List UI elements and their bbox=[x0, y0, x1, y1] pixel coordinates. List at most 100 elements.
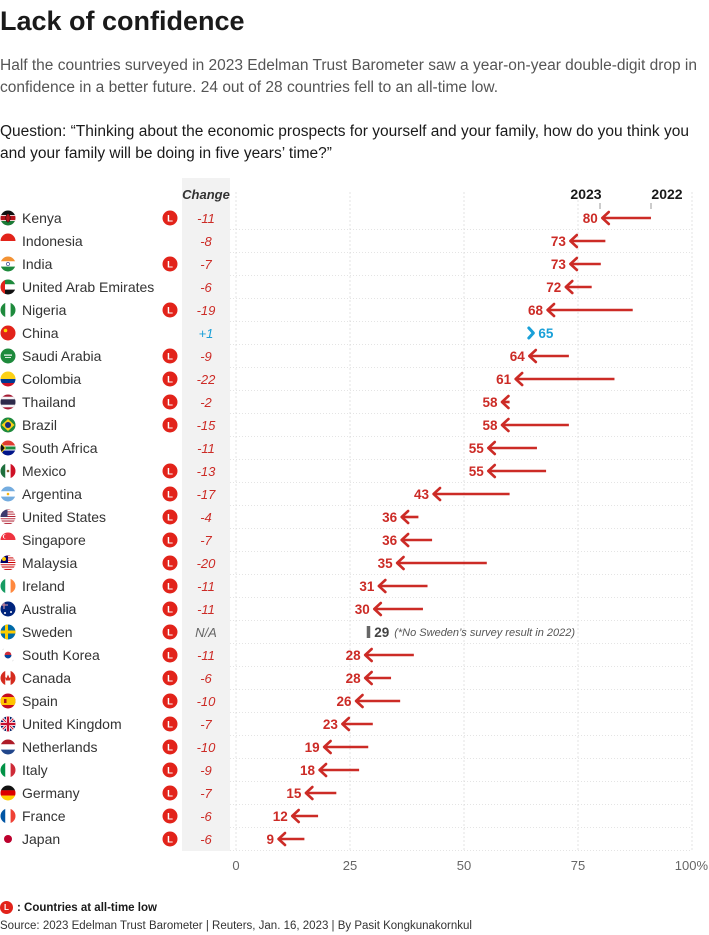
country-label: China bbox=[22, 325, 59, 341]
india-flag-icon bbox=[0, 256, 16, 272]
change-value: N/A bbox=[195, 625, 217, 640]
chart-row: South Korea L -11 28 bbox=[0, 647, 692, 667]
indonesia-flag-icon bbox=[0, 233, 16, 249]
country-label: Australia bbox=[22, 601, 77, 617]
survey-question: Question: “Thinking about the economic p… bbox=[0, 123, 689, 162]
svg-text:L: L bbox=[167, 490, 173, 501]
change-value: -11 bbox=[197, 441, 215, 456]
chart-row: Argentina L -17 43 bbox=[0, 486, 692, 506]
change-arrow bbox=[377, 578, 428, 594]
value-label-2023: 73 bbox=[551, 257, 567, 272]
change-arrow bbox=[486, 440, 537, 456]
svg-text:L: L bbox=[167, 720, 173, 731]
chart-row: Sweden L N/A 29 (*No Sweden’s survey result … bbox=[0, 624, 692, 644]
netherlands-flag-icon bbox=[0, 739, 16, 755]
change-value: +1 bbox=[199, 326, 214, 341]
change-arrow bbox=[432, 486, 510, 502]
chart-row: Colombia L -22 61 bbox=[0, 371, 692, 391]
country-label: South Korea bbox=[22, 647, 100, 663]
south-korea-flag-icon bbox=[0, 647, 16, 663]
chart-row: Spain L -10 26 bbox=[0, 693, 692, 713]
italy-flag-icon bbox=[0, 762, 16, 778]
svg-text:L: L bbox=[167, 536, 173, 547]
value-label-2023: 12 bbox=[273, 809, 288, 824]
value-label-2023: 31 bbox=[359, 579, 375, 594]
all-time-low-badge-icon: L bbox=[162, 509, 178, 525]
change-arrow bbox=[400, 509, 419, 525]
all-time-low-badge-icon: L bbox=[162, 210, 178, 226]
all-time-low-badge-icon: L bbox=[0, 901, 13, 914]
country-label: United Arab Emirates bbox=[22, 279, 154, 295]
all-time-low-badge-icon: L bbox=[162, 601, 178, 617]
change-arrow bbox=[290, 808, 319, 824]
x-axis: 0 25 50 75 100% bbox=[232, 858, 708, 873]
all-time-low-badge-icon: L bbox=[162, 808, 178, 824]
all-time-low-badge-icon: L bbox=[162, 716, 178, 732]
change-arrow bbox=[363, 647, 414, 663]
change-value: -2 bbox=[200, 395, 212, 410]
chart-row: Malaysia L -20 35 bbox=[0, 555, 692, 575]
change-value: -7 bbox=[200, 786, 212, 801]
chart-row: Thailand L -2 58 bbox=[0, 394, 692, 414]
change-value: -11 bbox=[197, 602, 215, 617]
chart-row: South Africa -11 55 bbox=[0, 440, 692, 460]
chart-row: Indonesia -8 73 bbox=[0, 233, 692, 253]
country-label: Sweden bbox=[22, 624, 73, 640]
all-time-low-badge-icon: L bbox=[162, 785, 178, 801]
year-label-2022: 2022 bbox=[651, 186, 682, 202]
change-arrow bbox=[277, 831, 305, 847]
value-label-2023: 15 bbox=[286, 786, 302, 801]
x-tick-label: 0 bbox=[232, 858, 239, 873]
australia-flag-icon bbox=[0, 601, 16, 617]
country-label: Ireland bbox=[22, 578, 65, 594]
colombia-flag-icon bbox=[0, 371, 16, 387]
china-flag-icon bbox=[0, 325, 16, 341]
chart-row: Ireland L -11 31 bbox=[0, 578, 692, 598]
ireland-flag-icon bbox=[0, 578, 16, 594]
value-label-2023: 28 bbox=[346, 671, 362, 686]
all-time-low-badge-icon: L bbox=[162, 831, 178, 847]
svg-text:L: L bbox=[167, 674, 173, 685]
malaysia-flag-icon bbox=[0, 555, 16, 571]
change-value: -6 bbox=[200, 832, 212, 847]
value-label-2023: 19 bbox=[305, 740, 320, 755]
chart-row: France L -6 12 bbox=[0, 808, 692, 828]
value-marker bbox=[366, 626, 371, 638]
svg-text:L: L bbox=[167, 352, 173, 363]
chart-row: Japan L -6 9 bbox=[0, 831, 692, 851]
change-header: Change bbox=[182, 187, 230, 202]
change-arrow bbox=[569, 256, 601, 272]
change-value: -20 bbox=[197, 556, 217, 571]
x-tick-label: 100% bbox=[675, 858, 709, 873]
x-tick-label: 75 bbox=[571, 858, 585, 873]
argentina-flag-icon bbox=[0, 486, 16, 502]
change-arrow bbox=[527, 326, 535, 340]
change-value: -9 bbox=[200, 763, 212, 778]
change-arrow bbox=[304, 785, 337, 801]
change-arrow bbox=[500, 394, 510, 410]
country-label: United Kingdom bbox=[22, 716, 122, 732]
country-label: Argentina bbox=[22, 486, 82, 502]
svg-text:L: L bbox=[167, 697, 173, 708]
x-tick-label: 50 bbox=[457, 858, 471, 873]
value-label-2023: 68 bbox=[528, 303, 544, 318]
country-label: Brazil bbox=[22, 417, 57, 433]
svg-text:L: L bbox=[167, 306, 173, 317]
chart-row: Saudi Arabia L -9 64 bbox=[0, 348, 692, 368]
kenya-flag-icon bbox=[0, 210, 16, 226]
all-time-low-badge-icon: L bbox=[162, 371, 178, 387]
country-label: Germany bbox=[22, 785, 80, 801]
change-value: -8 bbox=[200, 234, 212, 249]
change-arrow bbox=[486, 463, 547, 479]
chart-row: Brazil L -15 58 bbox=[0, 417, 692, 437]
svg-text:L: L bbox=[167, 628, 173, 639]
all-time-low-badge-icon: L bbox=[162, 555, 178, 571]
value-label-2023: 58 bbox=[482, 418, 498, 433]
country-label: United States bbox=[22, 509, 106, 525]
south-africa-flag-icon bbox=[0, 440, 16, 456]
change-arrow bbox=[341, 716, 373, 732]
germany-flag-icon bbox=[0, 785, 16, 801]
chart-row: China +1 65 bbox=[0, 325, 692, 345]
change-value: -22 bbox=[197, 372, 217, 387]
